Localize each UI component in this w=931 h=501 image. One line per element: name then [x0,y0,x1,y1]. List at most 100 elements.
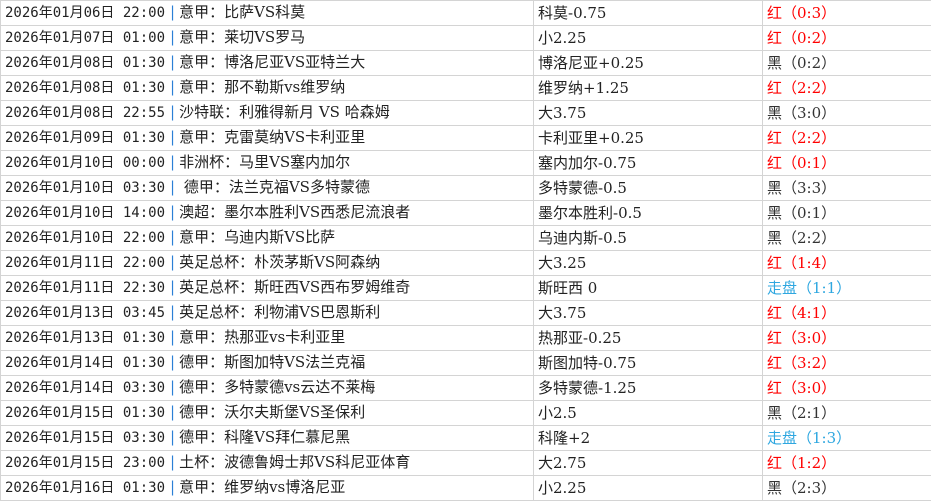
match-datetime: 2026年01月15日 03:30 [5,430,165,446]
result-cell[interactable]: 黑（2:3） [763,476,931,501]
result-text: 黑（2:2） [767,229,836,247]
result-cell[interactable]: 红（3:0） [763,376,931,401]
match-cell[interactable]: 2026年01月09日 01:30|意甲：克雷莫纳VS卡利亚里 [1,126,534,151]
match-name: 土杯：波德鲁姆士邦VS科尼亚体育 [179,453,410,471]
match-cell[interactable]: 2026年01月10日 00:00|非洲杯：马里VS塞内加尔 [1,151,534,176]
result-cell[interactable]: 黑（2:1） [763,401,931,426]
result-text: 红（0:2） [767,29,836,47]
match-cell[interactable]: 2026年01月11日 22:30|英足总杯：斯旺西VS西布罗姆维奇 [1,276,534,301]
result-cell[interactable]: 走盘（1:1） [763,276,931,301]
match-cell[interactable]: 2026年01月08日 01:30|意甲：博洛尼亚VS亚特兰大 [1,51,534,76]
match-datetime: 2026年01月10日 22:00 [5,230,165,246]
handicap-text: 大3.75 [538,104,586,122]
handicap-text: 斯图加特-0.75 [538,354,636,372]
result-cell[interactable]: 黑（0:1） [763,201,931,226]
result-cell[interactable]: 红（0:2） [763,26,931,51]
result-text: 红（2:2） [767,79,836,97]
result-cell[interactable]: 红（2:2） [763,126,931,151]
match-datetime: 2026年01月13日 03:45 [5,305,165,321]
match-cell[interactable]: 2026年01月15日 01:30|德甲：沃尔夫斯堡VS圣保利 [1,401,534,426]
handicap-cell[interactable]: 小2.25 [534,476,763,501]
handicap-text: 小2.25 [538,479,586,497]
result-cell[interactable]: 红（0:3） [763,1,931,26]
result-cell[interactable]: 红（3:2） [763,351,931,376]
handicap-text: 大3.75 [538,304,586,322]
match-cell[interactable]: 2026年01月13日 01:30|意甲：热那亚vs卡利亚里 [1,326,534,351]
separator: | [170,203,175,221]
handicap-cell[interactable]: 墨尔本胜利-0.5 [534,201,763,226]
match-cell[interactable]: 2026年01月11日 22:00|英足总杯：朴茨茅斯VS阿森纳 [1,251,534,276]
handicap-cell[interactable]: 大3.25 [534,251,763,276]
handicap-cell[interactable]: 塞内加尔-0.75 [534,151,763,176]
handicap-cell[interactable]: 乌迪内斯-0.5 [534,226,763,251]
match-cell[interactable]: 2026年01月15日 03:30 |德甲：科隆VS拜仁慕尼黑 [1,426,534,451]
handicap-cell[interactable]: 卡利亚里+0.25 [534,126,763,151]
handicap-cell[interactable]: 斯图加特-0.75 [534,351,763,376]
match-cell[interactable]: 2026年01月14日 01:30|德甲：斯图加特VS法兰克福 [1,351,534,376]
result-cell[interactable]: 走盘（1:3） [763,426,931,451]
match-cell[interactable]: 2026年01月14日 03:30|德甲：多特蒙德vs云达不莱梅 [1,376,534,401]
table-row: 2026年01月14日 01:30|德甲：斯图加特VS法兰克福斯图加特-0.75… [1,351,931,376]
result-text: 红（3:2） [767,354,836,372]
match-cell[interactable]: 2026年01月08日 01:30|意甲：那不勒斯vs维罗纳 [1,76,534,101]
match-cell[interactable]: 2026年01月10日 14:00|澳超：墨尔本胜利VS西悉尼流浪者 [1,201,534,226]
result-cell[interactable]: 黑（3:3） [763,176,931,201]
match-name: 意甲：那不勒斯vs维罗纳 [179,78,345,96]
result-cell[interactable]: 红（4:1） [763,301,931,326]
handicap-cell[interactable]: 博洛尼亚+0.25 [534,51,763,76]
match-cell[interactable]: 2026年01月13日 03:45|英足总杯：利物浦VS巴恩斯利 [1,301,534,326]
handicap-cell[interactable]: 小2.25 [534,26,763,51]
match-cell[interactable]: 2026年01月08日 22:55|沙特联：利雅得新月 VS 哈森姆 [1,101,534,126]
handicap-cell[interactable]: 小2.5 [534,401,763,426]
match-name: 德甲：科隆VS拜仁慕尼黑 [179,428,350,446]
match-datetime: 2026年01月06日 22:00 [5,5,165,21]
match-name: 意甲：博洛尼亚VS亚特兰大 [179,53,365,71]
separator: | [170,453,175,471]
separator: | [170,153,175,171]
match-cell[interactable]: 2026年01月15日 23:00|土杯：波德鲁姆士邦VS科尼亚体育 [1,451,534,476]
match-cell[interactable]: 2026年01月10日 03:30| 德甲：法兰克福VS多特蒙德 [1,176,534,201]
match-datetime: 2026年01月11日 22:00 [5,255,165,271]
result-cell[interactable]: 红（1:4） [763,251,931,276]
handicap-cell[interactable]: 科隆+2 [534,426,763,451]
handicap-cell[interactable]: 斯旺西 0 [534,276,763,301]
table-row: 2026年01月14日 03:30|德甲：多特蒙德vs云达不莱梅多特蒙德-1.2… [1,376,931,401]
separator: | [170,428,175,446]
result-cell[interactable]: 红（3:0） [763,326,931,351]
separator: | [170,78,175,96]
result-cell[interactable]: 红（0:1） [763,151,931,176]
match-name: 德甲：沃尔夫斯堡VS圣保利 [179,403,365,421]
handicap-cell[interactable]: 维罗纳+1.25 [534,76,763,101]
handicap-cell[interactable]: 大3.75 [534,301,763,326]
result-cell[interactable]: 红（2:2） [763,76,931,101]
handicap-cell[interactable]: 科莫-0.75 [534,1,763,26]
match-datetime: 2026年01月14日 01:30 [5,355,165,371]
result-cell[interactable]: 黑（2:2） [763,226,931,251]
separator: | [170,378,175,396]
result-cell[interactable]: 黑（0:2） [763,51,931,76]
match-cell[interactable]: 2026年01月16日 01:30|意甲：维罗纳vs博洛尼亚 [1,476,534,501]
match-datetime: 2026年01月10日 00:00 [5,155,165,171]
match-cell[interactable]: 2026年01月07日 01:00|意甲：莱切VS罗马 [1,26,534,51]
handicap-cell[interactable]: 多特蒙德-1.25 [534,376,763,401]
match-name: 意甲：莱切VS罗马 [179,28,305,46]
handicap-cell[interactable]: 热那亚-0.25 [534,326,763,351]
handicap-cell[interactable]: 大2.75 [534,451,763,476]
result-cell[interactable]: 红（1:2） [763,451,931,476]
match-cell[interactable]: 2026年01月10日 22:00|意甲：乌迪内斯VS比萨 [1,226,534,251]
match-datetime: 2026年01月14日 03:30 [5,380,165,396]
separator: | [170,353,175,371]
result-text: 红（2:2） [767,129,836,147]
match-cell[interactable]: 2026年01月06日 22:00|意甲：比萨VS科莫 [1,1,534,26]
handicap-cell[interactable]: 多特蒙德-0.5 [534,176,763,201]
handicap-cell[interactable]: 大3.75 [534,101,763,126]
result-text: 黑（0:2） [767,54,836,72]
result-cell[interactable]: 黑（3:0） [763,101,931,126]
